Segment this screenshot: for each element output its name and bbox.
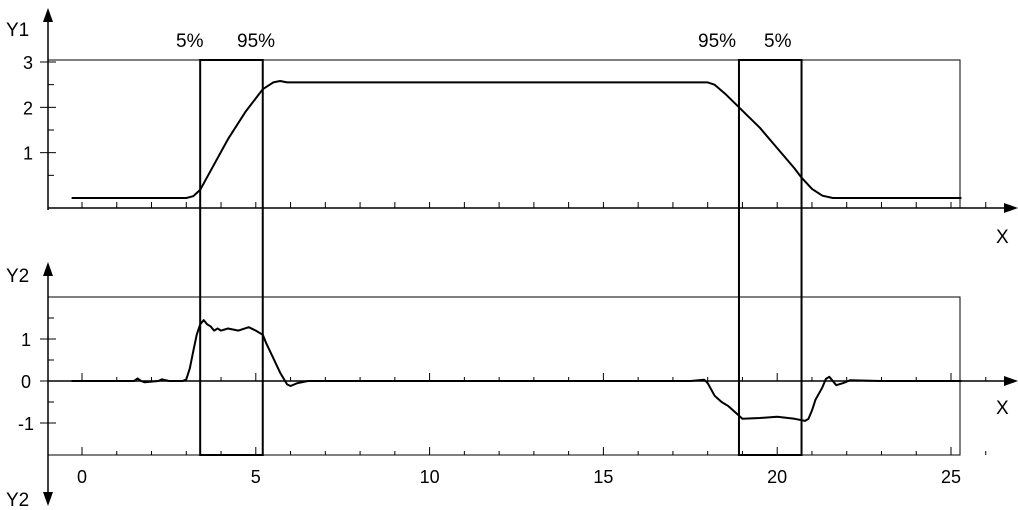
x-tick-label-0: 0: [77, 467, 87, 487]
top-x-axis-label: X: [996, 227, 1009, 248]
bottom-y-tick-label-0: 0: [21, 372, 31, 392]
bottom-y-axis-down-arrow-icon: [43, 492, 53, 506]
bottom-x-axis-arrow-icon: [1004, 376, 1018, 386]
top-y-tick-label-3: 3: [23, 53, 33, 73]
window-label-left-start: 5%: [176, 31, 204, 52]
transition-window-1: [200, 60, 263, 455]
x-tick-label-15: 15: [593, 467, 613, 487]
window-label-right-start: 95%: [698, 31, 736, 52]
top-y-tick-label-2: 2: [23, 98, 33, 118]
window-label-left-end: 95%: [237, 31, 275, 52]
bottom-x-axis-label: X: [996, 398, 1009, 419]
x-tick-label-20: 20: [767, 467, 787, 487]
bottom-series-line: [72, 320, 962, 421]
bottom-plot-frame: [48, 297, 960, 455]
bottom-y-tick-label-1: 1: [21, 330, 31, 350]
x-tick-label-10: 10: [420, 467, 440, 487]
top-y-axis-label: Y1: [6, 20, 29, 41]
top-y-tick-label-1: 1: [23, 144, 33, 164]
x-tick-label-25: 25: [941, 467, 961, 487]
bottom-y-tick-label--1: -1: [18, 414, 34, 434]
window-label-right-end: 5%: [764, 31, 792, 52]
transition-window-2: [739, 60, 802, 455]
x-tick-label-5: 5: [251, 467, 261, 487]
top-panel: Y1 X 5% 95% 95% 5%: [6, 8, 1018, 248]
bottom-panel: Y2 Y2 X: [6, 262, 1018, 510]
top-y-axis-arrow-icon: [43, 8, 53, 22]
bottom-y-axis-label-negative: Y2: [6, 490, 29, 510]
top-x-axis-arrow-icon: [1004, 203, 1018, 213]
bottom-y-axis-up-arrow-icon: [43, 262, 53, 276]
bottom-y-axis-label: Y2: [6, 266, 29, 287]
top-series-line: [72, 81, 962, 198]
